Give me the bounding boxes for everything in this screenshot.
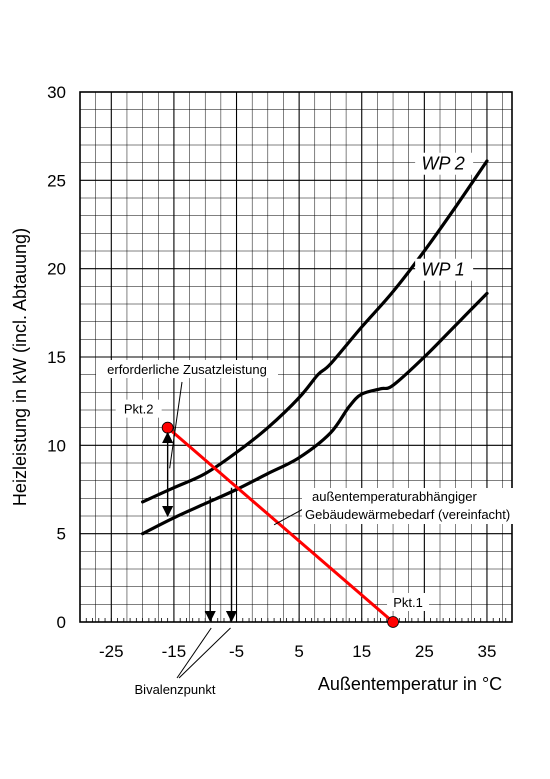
series-line-wp-2 [141,159,489,504]
series-line-wp-1 [141,291,489,536]
y-tick-label: 10 [47,436,66,455]
y-axis-title: Heizleistung in kW (incl. Abtauung) [10,228,30,506]
x-tick-label: -25 [99,642,124,661]
x-tick-label: 35 [477,642,496,661]
label-bg [96,360,278,378]
label-bg [387,593,430,611]
x-tick-label: -5 [229,642,244,661]
series-label-bg [415,152,474,175]
zusatzleistung-label: erforderliche Zusatzleistung [107,362,267,377]
x-tick-label: 25 [415,642,434,661]
plot-frame [79,91,513,623]
y-tick-label: 20 [47,260,66,279]
axes [79,91,513,623]
annotations [162,381,306,679]
bivalent-label: Bivalenzpunkt [135,682,216,697]
point-2-marker [161,421,174,434]
y-tick-label: 25 [47,171,66,190]
y-tick-label: 5 [57,525,66,544]
y-tick-label: 0 [57,613,66,632]
demand-label-line-1: außentemperaturabhängiger [312,489,477,504]
label-bg [302,488,534,524]
series [141,159,489,628]
zusatzleistung-leader [169,381,183,469]
point-2-label: Pkt.2 [124,402,154,417]
label-bg [115,399,162,418]
x-tick-label: 15 [352,642,371,661]
bivalent-leader-2 [178,627,231,679]
x-tick-label: -15 [162,642,187,661]
series-label-bg [415,258,474,281]
bivalent-leader-1 [176,627,212,679]
demand-leader [273,507,306,526]
y-tick-label: 15 [47,348,66,367]
series-label: WP 2 [421,154,464,174]
demand-line [166,426,395,624]
series-label: WP 1 [421,260,464,280]
x-axis-title: Außentemperatur in °C [318,674,502,694]
point-1-label: Pkt.1 [393,595,423,610]
y-tick-label: 30 [47,83,66,102]
x-tick-label: 5 [294,642,303,661]
demand-label-line-2: Gebäudewärmebedarf (vereinfacht) [305,507,510,522]
labels: -25 -15 -5 5 15 25 35 0 5 10 15 20 25 30 Außentemperat… [10,83,534,697]
point-1-marker [387,616,399,628]
